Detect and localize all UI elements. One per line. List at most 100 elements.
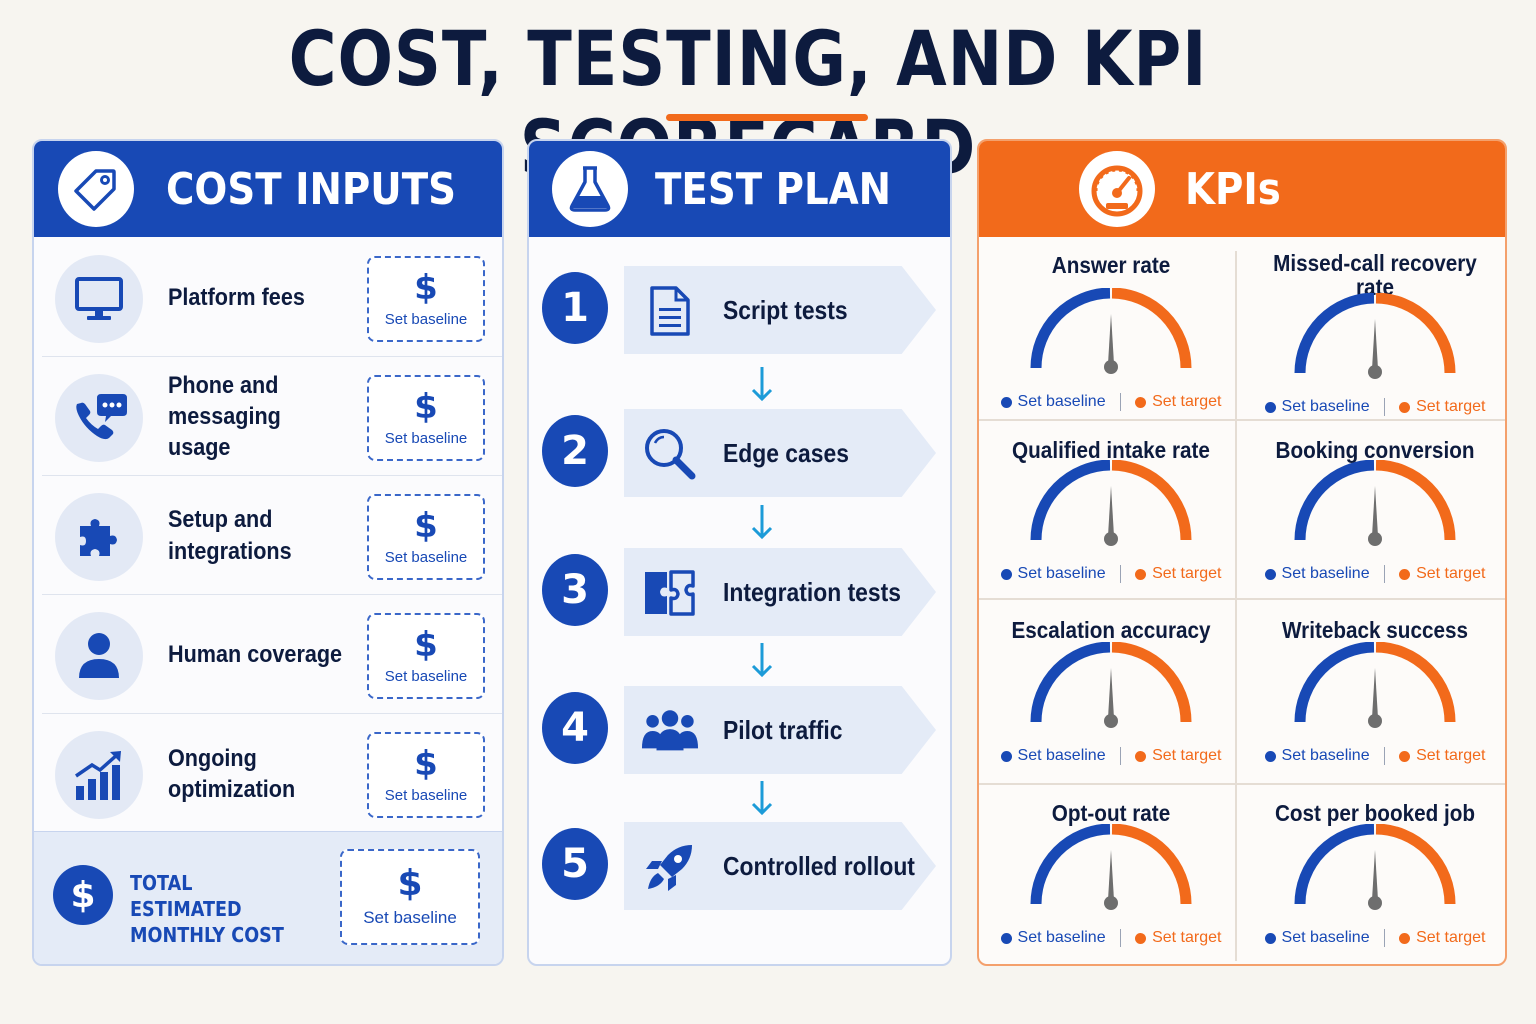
baseline-label: Set baseline [1017,929,1106,946]
set-baseline-field[interactable]: Set baseline [1264,929,1370,947]
baseline-input[interactable]: $ Set baseline [367,732,485,818]
dollar-icon: $ [414,267,438,308]
target-label: Set target [1416,747,1486,764]
legend-separator [1383,747,1386,765]
gauge-baseline-arc [1030,642,1111,723]
legend-separator [1383,929,1386,947]
total-cost-label: TOTAL ESTIMATED MONTHLY COST [130,871,284,947]
gauge-target-arc [1375,642,1456,723]
step-label: Integration tests [723,576,901,607]
kpi-gauge [1294,824,1456,910]
kpi-gauge [1030,288,1192,374]
kpi-gauge [1294,460,1456,546]
target-label: Set target [1416,565,1486,582]
set-target-field[interactable]: Set target [1399,565,1485,583]
kpis-panel: KPIs Answer rate Set baseline Set target Mi… [977,139,1507,966]
cost-item-label: Human coverage [168,640,343,668]
kpi-title: Booking conversion [1275,437,1475,463]
set-baseline-field[interactable]: Set baseline [1264,565,1370,583]
test-step-4: 4 Pilot traffic [529,686,950,778]
baseline-input[interactable]: $ Set baseline [367,256,485,342]
dollar-circle-icon: $ [53,865,113,925]
baseline-value: Set baseline [384,548,468,566]
puzzle-icon [55,493,143,581]
baseline-dot-icon [1000,568,1012,580]
gauge-hub [1368,365,1382,379]
target-dot-icon [1399,932,1411,944]
set-target-field[interactable]: Set target [1399,747,1485,765]
kpi-legend: Set baseline Set target [979,927,1243,949]
cost-inputs-title: COST INPUTS [166,163,457,215]
magnifier-icon [641,425,699,483]
cost-inputs-header: COST INPUTS [34,141,502,237]
cost-item-label: Platform fees [168,283,305,311]
arrow-down-icon [751,505,773,540]
target-dot-icon [1135,932,1147,944]
set-baseline-field[interactable]: Set baseline [1000,747,1106,765]
price-tag-icon [58,151,134,227]
kpi-legend: Set baseline Set target [1243,563,1505,585]
gauge-baseline-arc [1030,288,1111,369]
dollar-icon: $ [414,624,438,665]
step-label: Script tests [723,294,848,325]
kpi-legend: Set baseline Set target [1243,745,1505,767]
kpi-legend: Set baseline Set target [979,745,1243,767]
legend-separator [1119,565,1122,583]
set-baseline-field[interactable]: Set baseline [1000,393,1106,411]
cost-inputs-panel: COST INPUTS Platform fees $ Set baseline [32,139,504,966]
step-number: 4 [542,692,608,764]
target-label: Set target [1416,398,1486,415]
baseline-dot-icon [1000,750,1012,762]
baseline-input[interactable]: $ Set baseline [367,613,485,699]
gauge-hub [1104,532,1118,546]
cost-item-label: Setup and integrations [168,506,292,565]
set-target-field[interactable]: Set target [1399,929,1485,947]
set-target-field[interactable]: Set target [1399,398,1485,416]
set-target-field[interactable]: Set target [1135,929,1221,947]
baseline-input[interactable]: $ Set baseline [367,375,485,461]
baseline-label: Set baseline [1281,929,1370,946]
arrow-down-icon [751,643,773,678]
target-label: Set target [1152,393,1222,410]
set-target-field[interactable]: Set target [1135,393,1221,411]
gauge-target-arc [1111,460,1192,541]
target-label: Set target [1416,929,1486,946]
total-baseline-input[interactable]: $ Set baseline [340,849,480,945]
kpis-header: KPIs [979,141,1505,237]
kpi-gauge [1030,824,1192,910]
set-baseline-field[interactable]: Set baseline [1264,398,1370,416]
cost-item-label: Ongoing optimization [168,744,296,803]
gauge-needle [1372,850,1378,900]
kpi-legend: Set baseline Set target [979,563,1243,585]
gauge-needle [1108,486,1114,536]
gauge-needle [1108,850,1114,900]
kpi-title: Missed-call recovery rate [1273,250,1477,301]
baseline-label: Set baseline [1017,565,1106,582]
gauge-hub [1368,532,1382,546]
gauge-needle [1108,668,1114,718]
legend-separator [1383,398,1386,416]
set-target-field[interactable]: Set target [1135,747,1221,765]
arrow-down-icon [751,781,773,816]
test-plan-title: TEST PLAN [655,163,892,215]
baseline-label: Set baseline [1281,747,1370,764]
person-icon [55,612,143,700]
total-cost-row: $ TOTAL ESTIMATED MONTHLY COST $ Set bas… [34,831,502,964]
gauge-hub [1368,714,1382,728]
baseline-label: Set baseline [1017,747,1106,764]
legend-separator [1119,929,1122,947]
test-plan-header: TEST PLAN [529,141,950,237]
baseline-value: Set baseline [384,786,468,804]
kpi-legend: Set baseline Set target [1243,396,1505,418]
test-step-5: 5 Controlled rollout [529,822,950,914]
set-target-field[interactable]: Set target [1135,565,1221,583]
kpis-title: KPIs [1185,163,1281,215]
cost-row-platform-fees: Platform fees $ Set baseline [42,239,502,357]
set-baseline-field[interactable]: Set baseline [1000,929,1106,947]
people-icon [641,702,699,760]
baseline-dot-icon [1000,932,1012,944]
set-baseline-field[interactable]: Set baseline [1264,747,1370,765]
kpi-grid-divider [979,783,1505,785]
baseline-input[interactable]: $ Set baseline [367,494,485,580]
set-baseline-field[interactable]: Set baseline [1000,565,1106,583]
